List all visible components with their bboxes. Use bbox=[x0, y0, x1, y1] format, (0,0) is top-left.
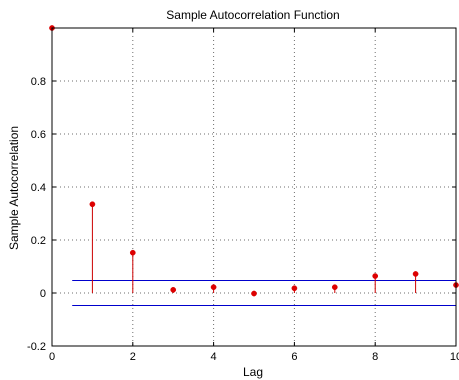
y-tick-label: 0 bbox=[40, 288, 46, 300]
chart-title: Sample Autocorrelation Function bbox=[166, 8, 339, 22]
acf-point bbox=[412, 271, 419, 277]
y-tick-label: 0.6 bbox=[31, 129, 46, 141]
acf-point bbox=[331, 284, 338, 291]
y-axis-label: Sample Autocorrelation bbox=[7, 126, 21, 250]
y-tick-label: 0.4 bbox=[31, 182, 46, 194]
acf-point bbox=[210, 284, 217, 291]
y-tick-labels: -0.2 0 0.2 0.4 0.6 0.8 bbox=[27, 76, 46, 353]
acf-point bbox=[129, 249, 136, 256]
x-tick-label: 8 bbox=[372, 351, 378, 363]
x-tick-label: 0 bbox=[49, 351, 55, 363]
y-tick-label: 0.2 bbox=[31, 235, 46, 247]
y-tick-label: -0.2 bbox=[27, 341, 46, 353]
x-tick-label: 4 bbox=[211, 351, 217, 363]
acf-markers bbox=[49, 25, 459, 297]
x-tick-label: 6 bbox=[291, 351, 297, 363]
acf-point bbox=[170, 286, 177, 293]
acf-point bbox=[251, 290, 257, 297]
x-tick-label: 10 bbox=[450, 351, 459, 363]
acf-point bbox=[372, 273, 379, 279]
x-axis-label: Lag bbox=[243, 365, 263, 379]
x-tick-label: 2 bbox=[130, 351, 136, 363]
tick-marks bbox=[51, 28, 457, 347]
grid-lines bbox=[52, 28, 456, 346]
confidence-bounds bbox=[72, 280, 456, 306]
y-tick-label: 0.8 bbox=[31, 76, 46, 88]
acf-point bbox=[291, 285, 298, 292]
acf-point bbox=[89, 201, 96, 208]
x-tick-labels: 0 2 4 6 8 10 bbox=[49, 351, 459, 363]
